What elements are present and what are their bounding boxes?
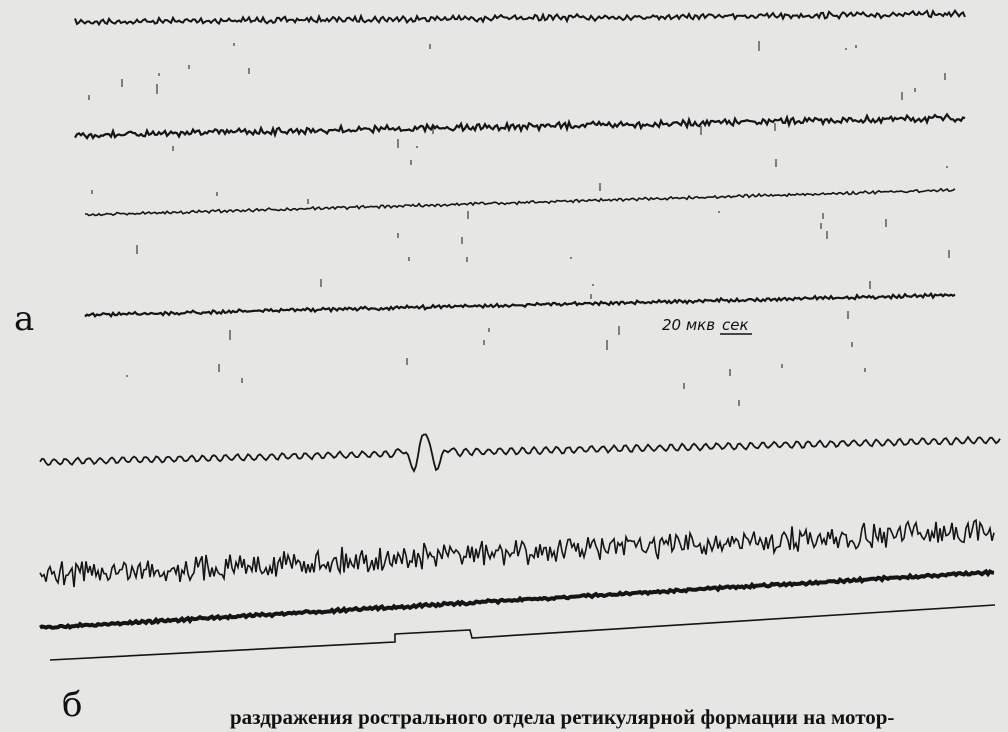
panel-label: а <box>14 299 34 339</box>
page: {"figure": {"panel_a": "а", "panel_b": "… <box>0 0 1008 732</box>
panel-label: б <box>62 685 82 725</box>
figure: а 20 мкв сек б раздражения рострального … <box>0 0 1008 732</box>
scale-amplitude: 20 мкв <box>662 316 715 334</box>
scale-time: сек <box>722 316 749 334</box>
caption: раздражения рострального отдела ретикуля… <box>230 705 894 729</box>
